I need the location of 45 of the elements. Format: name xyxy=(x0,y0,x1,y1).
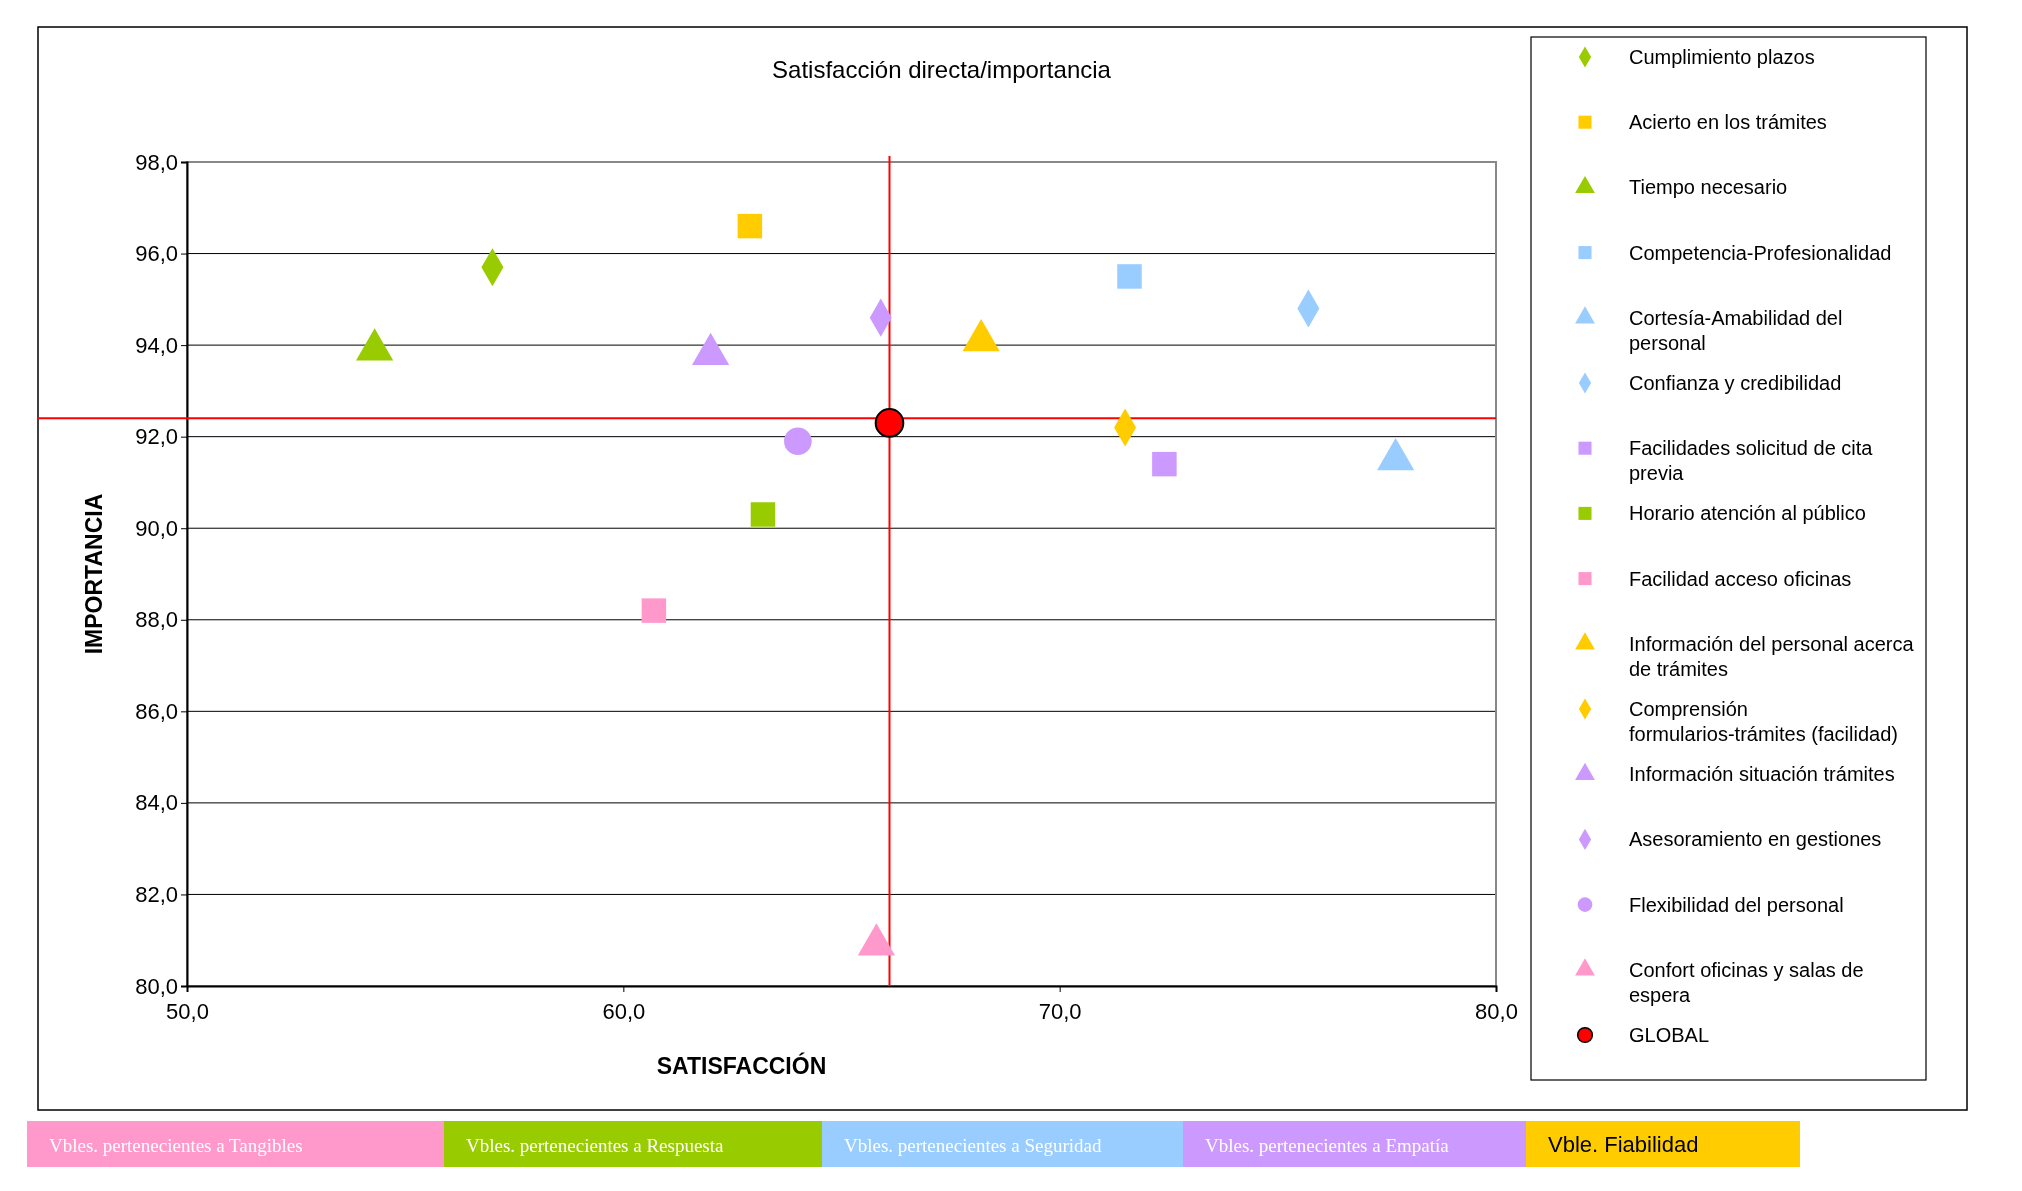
legend-label: Confianza y credibilidad xyxy=(1629,372,1842,394)
legend-label: Facilidad acceso oficinas xyxy=(1629,567,1852,590)
legend-label: Flexibilidad del personal xyxy=(1629,893,1844,916)
x-tick-label: 50,0 xyxy=(166,999,209,1025)
legend-label: Asesoramiento en gestiones xyxy=(1629,828,1882,851)
text: Vbles. pertenecientes a Empatía xyxy=(1205,1135,1450,1156)
x-axis-title: SATISFACCIÓN xyxy=(656,1052,827,1079)
legend-label: Información situación trámites xyxy=(1629,763,1895,786)
y-axis-title: IMPORTANCIA xyxy=(81,493,107,655)
y-tick-label: 92,0 xyxy=(135,424,178,450)
y-tick-label: 84,0 xyxy=(135,790,178,816)
legend-label: GLOBAL xyxy=(1629,1024,1710,1046)
legend-label: Cortesía-Amabilidad del personal xyxy=(1629,306,1843,354)
point xyxy=(1152,451,1177,477)
legend-label: Tiempo necesario xyxy=(1629,176,1788,199)
y-tick-label: 94,0 xyxy=(135,332,178,358)
x-tick-label: 80,0 xyxy=(1475,999,1518,1025)
x-tick-label: 70,0 xyxy=(1038,999,1082,1025)
text: Vbles. pertenecientes a Tangibles xyxy=(49,1135,303,1156)
y-tick-label: 90,0 xyxy=(135,515,178,541)
legend-label: Competencia-Profesionalidad xyxy=(1629,241,1892,264)
legend-label: Confort oficinas y salas de espera xyxy=(1629,958,1864,1006)
legend-label: Acierto en los trámites xyxy=(1629,111,1827,134)
text: Vble. Fiabilidad xyxy=(1548,1132,1699,1157)
y-tick-label: 98,0 xyxy=(135,149,178,175)
y-tick-label: 80,0 xyxy=(135,973,178,999)
y-tick-label: 82,0 xyxy=(135,881,178,907)
point xyxy=(737,213,763,239)
x-tick-label: 60,0 xyxy=(602,999,646,1025)
legend-label: Cumplimiento plazos xyxy=(1629,46,1815,68)
point xyxy=(874,408,905,438)
y-tick-label: 88,0 xyxy=(135,607,178,633)
y-tick-label: 96,0 xyxy=(135,241,178,267)
legend-label: Horario atención al público xyxy=(1629,502,1866,525)
legend-label: Comprensión formularios-trámites (facilidad) xyxy=(1629,698,1898,745)
text: Vbles. pertenecientes a Seguridad xyxy=(844,1135,1102,1156)
y-tick-label: 86,0 xyxy=(135,698,178,724)
point xyxy=(750,502,776,527)
point xyxy=(1117,264,1142,289)
chart-title: Satisfacción directa/importancia xyxy=(772,56,1112,83)
legend-label: Facilidades solicitud de cita previa xyxy=(1629,437,1874,485)
text: Vbles. pertenecientes a Respuesta xyxy=(466,1135,725,1156)
point xyxy=(641,598,667,623)
point xyxy=(784,427,812,456)
legend-label: Información del personal acerca de trámites xyxy=(1629,632,1915,680)
